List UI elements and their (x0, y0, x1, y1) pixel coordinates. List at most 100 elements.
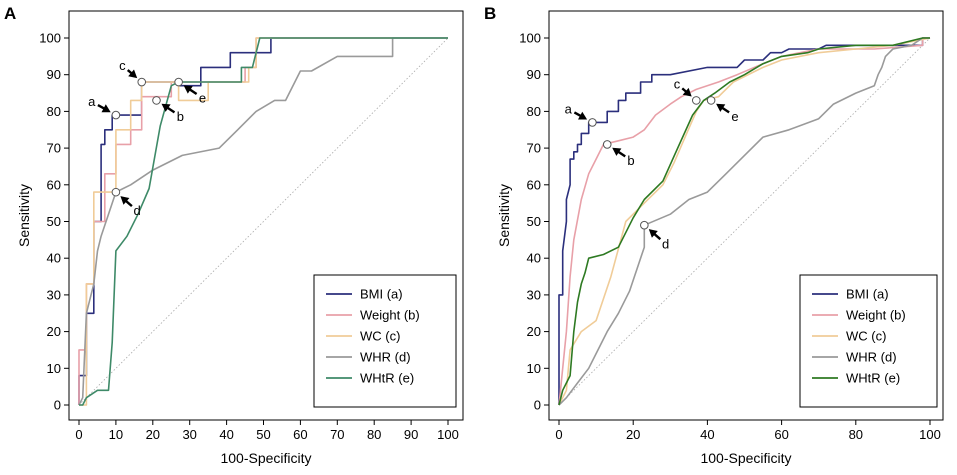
y-tick-label: 0 (534, 398, 541, 413)
annotation-arrow-head (120, 196, 130, 205)
cutoff-point-marker (111, 187, 121, 197)
legend-box (799, 274, 938, 408)
x-tick-label: 0 (555, 427, 562, 442)
x-tick-label: 60 (774, 427, 788, 442)
x-axis-label: 100-Specificity (220, 450, 311, 466)
y-tick-label: 70 (47, 141, 61, 156)
annotation-arrow-head (128, 69, 138, 79)
annotation-arrow-head (578, 111, 588, 120)
series-line-1 (558, 37, 930, 405)
y-tick-label: 10 (527, 361, 541, 376)
annotation-arrow-head (161, 103, 171, 112)
y-tick-label: 100 (39, 31, 61, 46)
legend-label: WC (c) (846, 329, 886, 344)
annotation-arrow-head (648, 229, 658, 238)
x-tick-label: 90 (404, 427, 418, 442)
y-tick-label: 70 (527, 141, 541, 156)
y-tick-label: 100 (519, 31, 541, 46)
annotation-label: a (565, 102, 573, 117)
y-tick-label: 40 (47, 251, 61, 266)
x-tick-label: 80 (367, 427, 381, 442)
plot-frame (68, 10, 464, 421)
cutoff-point-marker (602, 140, 612, 149)
y-tick-label: 40 (527, 251, 541, 266)
cutoff-point-marker (137, 77, 147, 87)
cutoff-point-marker (152, 96, 161, 105)
y-tick-label: 30 (47, 287, 61, 302)
x-tick-label: 20 (146, 427, 160, 442)
legend-label: BMI (a) (846, 287, 889, 302)
annotation-label: e (199, 90, 206, 105)
cutoff-point-marker (706, 96, 716, 105)
legend-label: WHtR (e) (846, 371, 900, 386)
series-line-3 (558, 37, 931, 406)
y-tick-label: 20 (47, 324, 61, 339)
x-axis-label: 100-Specificity (700, 450, 791, 466)
x-tick-label: 20 (626, 427, 640, 442)
y-tick-label: 80 (47, 104, 61, 119)
series-line-5 (558, 37, 930, 406)
legend-box (313, 274, 457, 408)
annotation-arrow-head (682, 87, 692, 97)
reference-diagonal (558, 37, 931, 406)
y-axis-label: Sensitivity (496, 184, 512, 247)
x-tick-label: 40 (700, 427, 714, 442)
y-tick-label: 0 (54, 398, 61, 413)
x-tick-label: 30 (182, 427, 196, 442)
annotation-arrow-head (716, 103, 726, 112)
legend-label: Weight (b) (846, 308, 906, 323)
legend-label: WHtR (e) (360, 371, 414, 386)
annotation-arrow-head (183, 85, 193, 94)
annotation-label: c (674, 76, 681, 91)
series-line-5 (79, 37, 448, 406)
x-tick-label: 100 (437, 427, 459, 442)
reference-diagonal (78, 37, 449, 406)
y-tick-label: 30 (527, 287, 541, 302)
y-tick-label: 90 (47, 67, 61, 82)
panel-label: A (4, 4, 16, 23)
y-tick-label: 50 (47, 214, 61, 229)
y-axis-label: Sensitivity (16, 184, 32, 247)
y-tick-label: 10 (47, 361, 61, 376)
legend-label: BMI (a) (360, 287, 403, 302)
x-tick-label: 50 (256, 427, 270, 442)
x-tick-label: 10 (109, 427, 123, 442)
plot-frame (548, 10, 944, 421)
annotation-label: a (88, 94, 96, 109)
x-tick-label: 70 (330, 427, 344, 442)
series-line-4 (78, 37, 448, 406)
annotation-label: b (627, 153, 634, 168)
cutoff-point-marker (588, 118, 597, 127)
annotation-label: c (119, 58, 126, 73)
x-tick-label: 80 (849, 427, 863, 442)
annotation-label: d (662, 236, 669, 251)
y-tick-label: 20 (527, 324, 541, 339)
annotation-label: e (731, 109, 738, 124)
y-tick-label: 50 (527, 214, 541, 229)
legend-label: WHR (d) (360, 350, 411, 365)
x-tick-label: 100 (919, 427, 941, 442)
series-line-4 (558, 37, 930, 406)
cutoff-point-marker (174, 77, 183, 87)
x-tick-label: 60 (293, 427, 307, 442)
panel-a: A 0 10 20 30 40 50 60 70 80 90 100 0 10 20 30 40 50 60 70 80… (4, 4, 464, 466)
series-line-3 (79, 37, 448, 406)
annotation-arrow-head (612, 147, 622, 156)
panel-label: B (484, 4, 496, 23)
legend-label: WC (c) (360, 329, 400, 344)
cutoff-point-marker (640, 220, 649, 230)
y-tick-label: 60 (527, 177, 541, 192)
y-tick-label: 80 (527, 104, 541, 119)
annotation-label: b (177, 109, 184, 124)
x-tick-label: 40 (219, 427, 233, 442)
legend-label: WHR (d) (846, 350, 897, 365)
legend-label: Weight (b) (360, 308, 420, 323)
y-tick-label: 60 (47, 177, 61, 192)
cutoff-point-marker (111, 110, 121, 120)
x-tick-label: 0 (75, 427, 82, 442)
annotation-arrow-head (101, 104, 111, 113)
cutoff-point-marker (691, 96, 701, 105)
y-tick-label: 90 (527, 67, 541, 82)
annotation-label: d (134, 203, 141, 218)
